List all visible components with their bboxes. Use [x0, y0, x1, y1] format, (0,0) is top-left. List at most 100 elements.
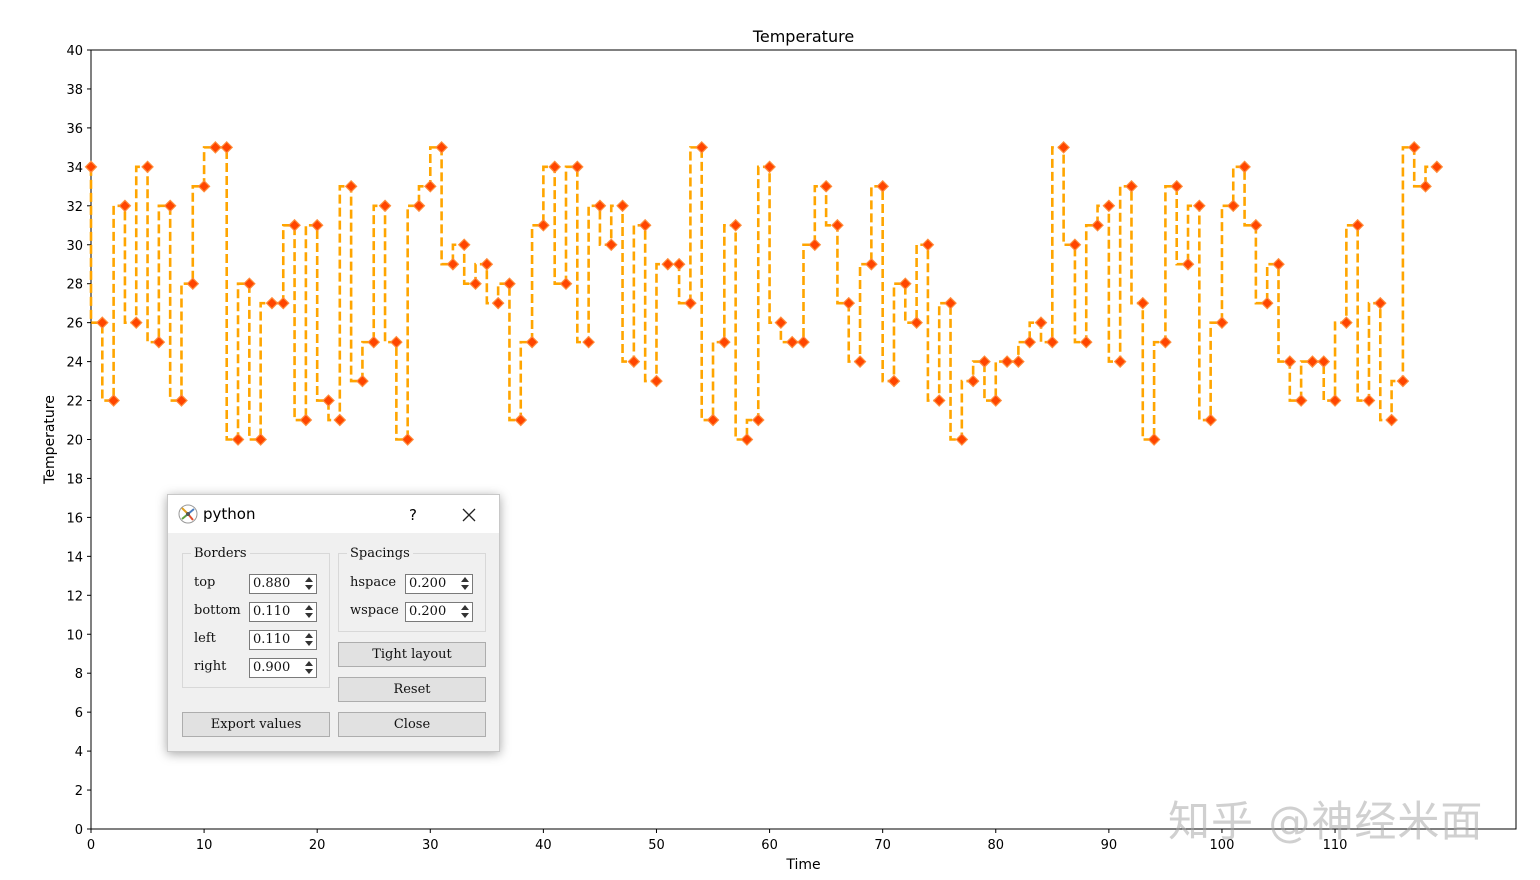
hspace-spinbox[interactable]: 0.200	[405, 574, 473, 594]
y-tick-label: 32	[66, 200, 83, 215]
series-step-line	[89, 146, 1437, 441]
data-point-marker	[774, 316, 788, 329]
x-tick-label: 40	[535, 838, 552, 853]
data-point-marker	[763, 160, 776, 174]
x-tick-label: 70	[874, 838, 891, 853]
data-point-marker	[514, 413, 528, 427]
x-tick-label: 30	[422, 838, 439, 853]
data-point-marker	[1125, 179, 1138, 193]
export-values-button[interactable]: Export values	[182, 712, 330, 737]
data-point-marker	[570, 160, 584, 174]
data-point-marker	[537, 218, 550, 232]
data-point-marker	[231, 433, 245, 446]
x-tick-label: 0	[87, 838, 95, 853]
data-point-marker	[220, 141, 234, 154]
data-point-marker	[1204, 413, 1217, 427]
spin-arrows-icon[interactable]	[303, 660, 315, 676]
top-label: top	[194, 575, 216, 590]
data-point-marker	[1170, 179, 1184, 193]
data-point-marker	[197, 179, 211, 193]
close-icon[interactable]	[456, 503, 482, 527]
x-tick-label: 90	[1101, 838, 1118, 853]
left-spinbox[interactable]: 0.110	[249, 630, 317, 650]
spin-arrows-icon[interactable]	[459, 604, 471, 620]
data-point-marker	[1192, 199, 1206, 213]
y-tick-label: 40	[66, 44, 83, 59]
y-tick-label: 24	[66, 356, 83, 371]
right-spinbox[interactable]: 0.900	[249, 658, 317, 678]
data-point-marker	[412, 199, 426, 213]
data-point-marker	[288, 218, 301, 232]
data-point-marker	[1215, 316, 1229, 329]
data-point-marker	[785, 335, 799, 349]
data-point-marker	[1091, 218, 1104, 232]
y-tick-label: 2	[75, 784, 83, 799]
data-point-marker	[706, 413, 720, 427]
python-app-icon	[178, 504, 198, 524]
y-tick-label: 30	[66, 239, 83, 254]
x-tick-label: 80	[987, 838, 1004, 853]
data-point-marker	[1373, 296, 1387, 310]
right-label: right	[194, 659, 227, 674]
data-point-marker	[650, 374, 663, 388]
y-tick-label: 28	[66, 278, 83, 293]
close-button[interactable]: Close	[338, 712, 486, 737]
data-point-marker	[819, 179, 833, 193]
data-point-marker	[457, 238, 471, 252]
data-point-marker	[672, 257, 686, 271]
data-point-marker	[978, 355, 991, 368]
data-point-marker	[310, 218, 324, 232]
data-point-marker	[1385, 413, 1398, 427]
top-value: 0.880	[253, 576, 291, 591]
wspace-value: 0.200	[409, 604, 447, 619]
tight-layout-button[interactable]: Tight layout	[338, 642, 486, 667]
reset-button[interactable]: Reset	[338, 677, 486, 702]
data-point-marker	[1057, 141, 1070, 154]
data-point-marker	[1079, 335, 1093, 349]
data-point-marker	[276, 296, 290, 310]
top-spinbox[interactable]: 0.880	[249, 574, 317, 594]
y-tick-label: 8	[75, 667, 83, 682]
data-point-marker	[503, 277, 516, 291]
spin-arrows-icon[interactable]	[303, 576, 315, 592]
data-point-marker	[661, 257, 675, 271]
spin-arrows-icon[interactable]	[459, 576, 471, 592]
data-point-marker	[367, 335, 381, 349]
y-tick-label: 10	[66, 628, 83, 643]
help-button[interactable]: ?	[409, 506, 417, 524]
data-point-marker	[299, 413, 313, 427]
data-point-marker	[1306, 355, 1319, 368]
x-tick-label: 10	[196, 838, 213, 853]
data-point-marker	[1430, 160, 1444, 174]
y-tick-label: 0	[75, 823, 83, 838]
y-tick-label: 6	[75, 706, 83, 721]
data-point-marker	[1012, 355, 1025, 368]
spacing-row-hspace: hspace 0.200	[350, 574, 485, 594]
data-point-marker	[356, 374, 369, 388]
bottom-spinbox[interactable]: 0.110	[249, 602, 317, 622]
data-point-marker	[1000, 355, 1014, 368]
y-tick-label: 22	[66, 395, 83, 410]
border-row-right: right 0.900	[194, 658, 329, 678]
wspace-spinbox[interactable]: 0.200	[405, 602, 473, 622]
data-point-marker	[242, 277, 256, 291]
data-point-marker	[1136, 296, 1150, 310]
data-point-marker	[1238, 160, 1251, 174]
data-point-marker	[491, 296, 505, 310]
data-point-marker	[1113, 355, 1127, 368]
data-point-marker	[616, 199, 629, 213]
data-point-marker	[118, 199, 132, 213]
data-point-marker	[638, 218, 652, 232]
spin-arrows-icon[interactable]	[303, 604, 315, 620]
dialog-titlebar[interactable]: python ?	[168, 495, 499, 533]
data-point-marker	[435, 141, 448, 154]
data-point-marker	[1260, 296, 1274, 310]
spin-arrows-icon[interactable]	[303, 632, 315, 648]
data-point-marker	[390, 335, 403, 349]
data-point-marker	[887, 374, 901, 388]
data-point-marker	[401, 433, 415, 446]
y-tick-label: 14	[66, 550, 83, 565]
data-point-marker	[333, 413, 347, 427]
data-point-marker	[751, 413, 765, 427]
data-point-marker	[1272, 257, 1285, 271]
